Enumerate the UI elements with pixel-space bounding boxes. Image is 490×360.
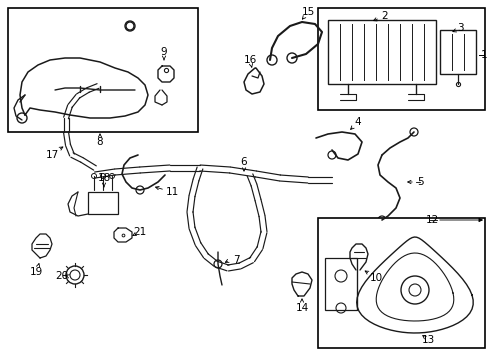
Text: 2: 2: [382, 11, 388, 21]
Bar: [88, 192, 118, 214]
Text: 6: 6: [241, 157, 247, 167]
Text: 17: 17: [46, 150, 59, 160]
Text: 20: 20: [55, 271, 69, 281]
Text: 16: 16: [244, 55, 257, 65]
Bar: [318, 8, 485, 110]
Text: 14: 14: [295, 303, 309, 313]
Text: 18: 18: [98, 173, 111, 183]
Text: 4: 4: [355, 117, 361, 127]
Text: 21: 21: [133, 227, 147, 237]
Bar: [328, 20, 436, 84]
Bar: [440, 30, 476, 74]
Text: 3: 3: [457, 23, 464, 33]
Text: 9: 9: [161, 47, 167, 57]
Text: 15: 15: [301, 7, 315, 17]
Text: 5: 5: [416, 177, 423, 187]
Text: 13: 13: [421, 335, 435, 345]
Text: 1: 1: [481, 50, 488, 60]
Bar: [325, 258, 357, 310]
Text: 19: 19: [29, 267, 43, 277]
Text: 8: 8: [97, 137, 103, 147]
Text: 10: 10: [369, 273, 383, 283]
Text: 12: 12: [425, 215, 439, 225]
Text: 7: 7: [233, 255, 239, 265]
Bar: [318, 218, 485, 348]
Bar: [8, 8, 198, 132]
Text: 11: 11: [166, 187, 179, 197]
